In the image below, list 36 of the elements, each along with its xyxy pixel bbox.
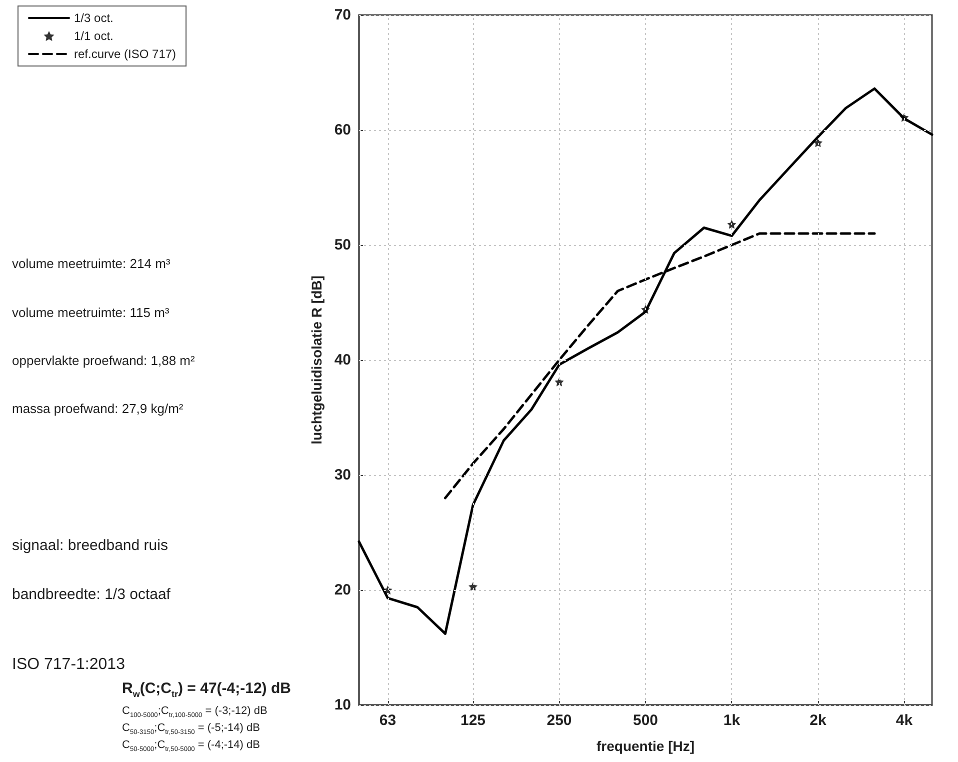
text: volume meetruimte: 214 m³ (12, 256, 170, 271)
point (900, 112, 909, 122)
line-series (358, 87, 934, 635)
x-tick-label: 4k (896, 712, 914, 729)
text: signaal: breedband ruis (12, 537, 168, 554)
y-tick-label: 10 (334, 696, 351, 714)
y-axis-title: luchtgeluidisolatie R [dB] (308, 276, 324, 444)
text: C$_{50-3150}$;C$_{tr,50-3150}$ = (-5;-14) dB (122, 722, 260, 736)
legend-label: 1/1 oct. (74, 29, 114, 43)
point (641, 304, 650, 314)
text: ISO 717-1:2013 (12, 656, 125, 674)
x-tick-label: 63 (379, 712, 396, 729)
y-tick-label: 60 (334, 122, 351, 138)
y-tick-label: 40 (334, 352, 351, 368)
y-tick-label: 20 (334, 582, 351, 598)
x-tick-label: 125 (460, 712, 486, 729)
text: oppervlakte proefwand: 1,88 m² (12, 353, 195, 368)
x-tick-label: 1k (723, 712, 741, 729)
text: massa proefwand: 27,9 kg/m² (12, 401, 184, 416)
text: volume meetruimte: 115 m³ (12, 305, 170, 320)
legend-label: 1/3 oct. (74, 11, 114, 25)
y-tick-label: 70 (334, 6, 351, 24)
line-series (444, 232, 876, 500)
point (554, 377, 564, 386)
legend-label: ref.curve (ISO 717) (74, 47, 176, 61)
y-tick-label: 50 (334, 236, 351, 254)
x-tick-label: 500 (632, 712, 658, 729)
point (727, 220, 736, 229)
text: R$_{w}$(C;C$_{tr}$) = 47(-4;-12) dB (122, 680, 291, 699)
x-axis-title: frequentie [Hz] (596, 738, 694, 754)
text: C$_{50-5000}$;C$_{tr,50-5000}$ = (-4;-14) dB (122, 739, 260, 754)
x-tick-label: 250 (546, 712, 572, 729)
text: C$_{100-5000}$;C$_{tr,100-5000}$ = (-3;-12) dB (122, 705, 268, 720)
text: bandbreedte: 1/3 octaaf (12, 586, 170, 603)
x-tick-label: 2k (810, 712, 827, 729)
y-tick-label: 30 (334, 466, 351, 484)
